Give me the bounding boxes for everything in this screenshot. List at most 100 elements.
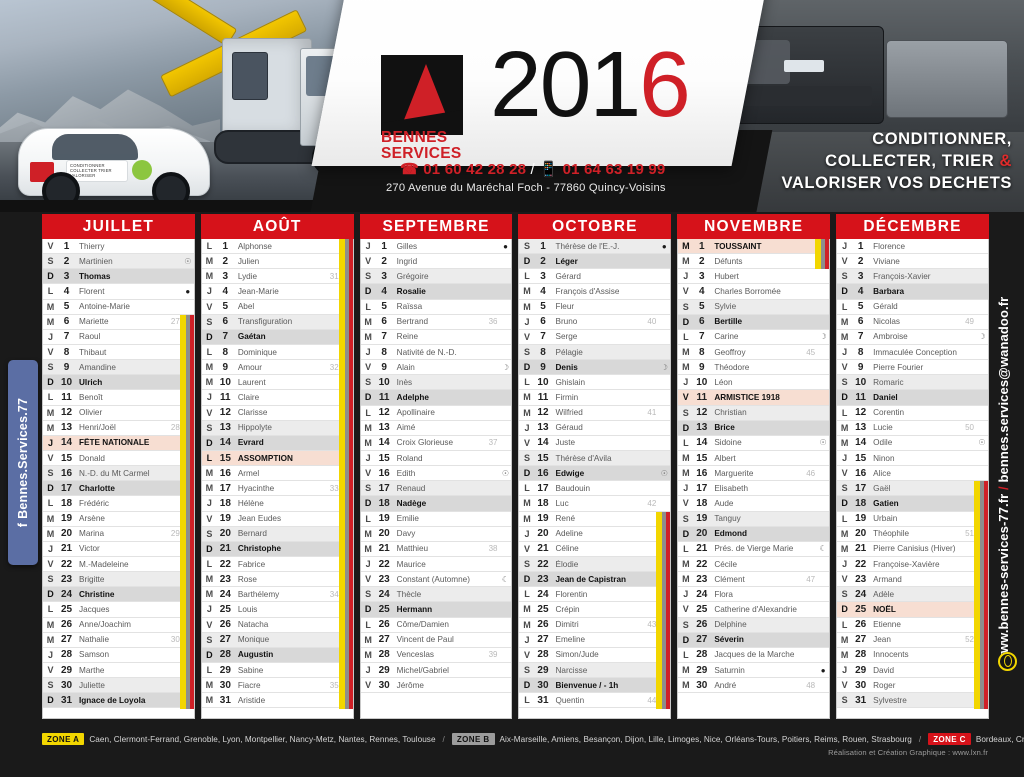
day-row[interactable]: D 11 Adelphe bbox=[360, 390, 512, 406]
day-row[interactable]: M 5 Fleur bbox=[519, 300, 671, 315]
day-row[interactable]: V 16 Edith ☉ bbox=[360, 466, 512, 482]
day-row[interactable]: J 7 Raoul bbox=[43, 330, 194, 345]
day-row[interactable]: M 9 Théodore bbox=[678, 360, 830, 376]
day-row[interactable]: M 13 Lucie 50 bbox=[837, 421, 988, 436]
day-row[interactable]: M 7 Ambroise ☽ bbox=[837, 330, 988, 345]
day-row[interactable]: M 16 Marguerite 46 bbox=[678, 466, 830, 482]
day-row[interactable]: S 5 Sylvie bbox=[678, 299, 830, 315]
day-row[interactable]: D 4 Rosalie bbox=[360, 284, 512, 300]
day-row[interactable]: L 24 Florentin bbox=[519, 587, 671, 603]
day-row[interactable]: S 22 Élodie ☾ bbox=[519, 556, 671, 573]
day-row[interactable]: J 15 Roland bbox=[360, 451, 512, 467]
day-row[interactable]: J 29 Michel/Gabriel bbox=[360, 663, 512, 679]
day-row[interactable]: M 2 Défunts bbox=[678, 254, 830, 270]
day-row[interactable]: L 19 Urbain bbox=[837, 512, 988, 527]
day-row[interactable]: L 21 Prés. de Vierge Marie ☾ bbox=[678, 542, 830, 557]
day-row[interactable]: M 27 Jean 52 bbox=[837, 633, 988, 648]
day-row[interactable]: M 3 Lydie 31 bbox=[201, 269, 353, 285]
day-row[interactable]: S 23 Brigitte bbox=[43, 572, 194, 588]
day-row[interactable]: M 20 Marina 29 bbox=[43, 527, 194, 542]
day-row[interactable]: S 29 Narcisse bbox=[519, 662, 671, 679]
facebook-tab[interactable]: f Bennes.Services.77 bbox=[8, 360, 38, 565]
day-row[interactable]: V 30 Roger bbox=[837, 678, 988, 694]
day-row[interactable]: V 26 Natacha bbox=[201, 618, 353, 633]
day-row[interactable]: D 21 Christophe bbox=[201, 541, 353, 557]
day-row[interactable]: V 9 Pierre Fourier bbox=[837, 360, 988, 376]
day-row[interactable]: L 19 Emilie bbox=[360, 512, 512, 527]
day-row[interactable]: D 3 Thomas bbox=[43, 269, 194, 285]
day-row[interactable]: V 11 ARMISTICE 1918 bbox=[678, 390, 830, 406]
day-row[interactable]: V 21 Céline bbox=[519, 542, 671, 557]
day-row[interactable]: J 4 Jean-Marie bbox=[201, 284, 353, 300]
day-row[interactable]: D 18 Gatien bbox=[837, 496, 988, 512]
day-row[interactable]: M 26 Dimitri 43 bbox=[519, 618, 671, 633]
day-row[interactable]: M 20 Davy bbox=[360, 527, 512, 542]
day-row[interactable]: D 25 Hermann bbox=[360, 602, 512, 618]
day-row[interactable]: S 2 Martinien ☉ bbox=[43, 254, 194, 270]
day-row[interactable]: M 4 François d'Assise bbox=[519, 284, 671, 300]
phone-2[interactable]: 01 64 63 19 99 bbox=[562, 161, 666, 178]
day-row[interactable]: M 14 Croix Glorieuse 37 bbox=[360, 436, 512, 451]
day-row[interactable]: L 22 Fabrice bbox=[201, 557, 353, 573]
day-row[interactable]: S 9 Amandine bbox=[43, 360, 194, 376]
day-row[interactable]: D 31 Ignace de Loyola bbox=[43, 693, 194, 709]
day-row[interactable]: L 18 Frédéric bbox=[43, 496, 194, 512]
day-row[interactable]: J 25 Louis ☾ bbox=[201, 602, 353, 618]
day-row[interactable]: M 19 Arsène ☉ bbox=[43, 512, 194, 527]
day-row[interactable]: S 3 François-Xavier bbox=[837, 269, 988, 285]
day-row[interactable]: S 30 Juliette bbox=[43, 678, 194, 694]
day-row[interactable]: M 14 Odile ☉ bbox=[837, 436, 988, 451]
day-row[interactable]: S 3 Grégoire bbox=[360, 269, 512, 285]
day-row[interactable]: J 27 Emeline bbox=[519, 633, 671, 648]
day-row[interactable]: J 8 Nativité de N.-D. bbox=[360, 345, 512, 361]
day-row[interactable]: V 12 Clarisse bbox=[201, 406, 353, 421]
day-row[interactable]: V 29 Marthe bbox=[43, 663, 194, 679]
day-row[interactable]: V 22 M.-Madeleine bbox=[43, 557, 194, 573]
day-row[interactable]: J 29 David ● bbox=[837, 663, 988, 679]
day-row[interactable]: M 25 Crépin bbox=[519, 602, 671, 618]
day-row[interactable]: D 25 NOËL bbox=[837, 602, 988, 618]
day-row[interactable]: D 13 Brice bbox=[678, 420, 830, 436]
day-row[interactable]: V 2 Viviane bbox=[837, 254, 988, 270]
day-row[interactable]: S 10 Romaric bbox=[837, 375, 988, 391]
phone-1[interactable]: 01 60 42 28 28 bbox=[423, 161, 527, 178]
day-row[interactable]: D 2 Léger bbox=[519, 254, 671, 270]
day-row[interactable]: M 30 André 48 bbox=[678, 678, 830, 694]
day-row[interactable]: D 27 Séverin bbox=[678, 632, 830, 648]
day-row[interactable]: L 17 Baudouin bbox=[519, 481, 671, 497]
day-row[interactable]: M 19 René bbox=[519, 512, 671, 527]
day-row[interactable]: S 19 Tanguy bbox=[678, 511, 830, 527]
day-row[interactable]: M 9 Amour 32 bbox=[201, 360, 353, 376]
day-row[interactable]: M 27 Vincent de Paul bbox=[360, 633, 512, 648]
day-row[interactable]: J 11 Claire bbox=[201, 390, 353, 406]
day-row[interactable]: V 19 Jean Eudes bbox=[201, 512, 353, 527]
day-row[interactable]: D 4 Barbara bbox=[837, 284, 988, 300]
day-row[interactable]: L 7 Carine ☽ bbox=[678, 330, 830, 345]
day-row[interactable]: S 8 Pélagie bbox=[519, 344, 671, 361]
day-row[interactable]: M 18 Luc 42 bbox=[519, 496, 671, 512]
day-row[interactable]: L 12 Apollinaire bbox=[360, 406, 512, 421]
day-row[interactable]: V 16 Alice bbox=[837, 466, 988, 482]
day-row[interactable]: M 12 Wilfried 41 bbox=[519, 406, 671, 421]
day-row[interactable]: L 28 Jacques de la Marche bbox=[678, 648, 830, 663]
day-row[interactable]: M 30 Fiacre 35 bbox=[201, 678, 353, 694]
day-row[interactable]: L 5 Gérald bbox=[837, 300, 988, 315]
day-row[interactable]: M 11 Firmin bbox=[519, 390, 671, 406]
day-row[interactable]: J 6 Bruno 40 bbox=[519, 315, 671, 330]
day-row[interactable]: J 24 Flora bbox=[678, 587, 830, 603]
day-row[interactable]: S 27 Monique bbox=[201, 632, 353, 648]
day-row[interactable]: J 18 Hélène ☉ bbox=[201, 496, 353, 512]
day-row[interactable]: D 9 Denis ☽ bbox=[519, 360, 671, 376]
day-row[interactable]: L 14 Sidoine ☉ bbox=[678, 436, 830, 451]
day-row[interactable]: S 12 Christian bbox=[678, 405, 830, 421]
day-row[interactable]: V 5 Abel bbox=[201, 300, 353, 315]
day-row[interactable]: J 22 Françoise-Xavière bbox=[837, 557, 988, 573]
day-row[interactable]: S 24 Adèle bbox=[837, 587, 988, 603]
day-row[interactable]: D 17 Charlotte bbox=[43, 481, 194, 497]
day-row[interactable]: L 11 Benoît bbox=[43, 390, 194, 406]
day-row[interactable]: L 29 Sabine bbox=[201, 663, 353, 679]
day-row[interactable]: L 12 Corentin bbox=[837, 406, 988, 421]
email-address[interactable]: bennes.services@wanadoo.fr bbox=[996, 296, 1011, 483]
day-row[interactable]: V 7 Serge bbox=[519, 330, 671, 345]
day-row[interactable]: J 3 Hubert bbox=[678, 269, 830, 285]
